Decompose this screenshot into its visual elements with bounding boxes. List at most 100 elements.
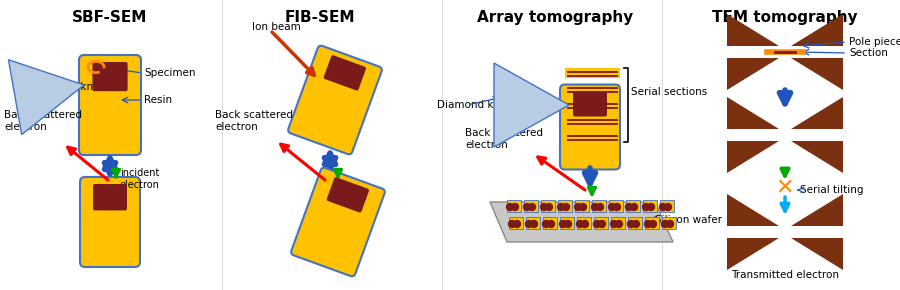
Circle shape bbox=[650, 220, 656, 227]
Polygon shape bbox=[727, 58, 779, 90]
FancyBboxPatch shape bbox=[324, 55, 366, 90]
Circle shape bbox=[597, 204, 604, 211]
Text: Back scattered
electron: Back scattered electron bbox=[4, 110, 82, 132]
FancyBboxPatch shape bbox=[541, 200, 555, 212]
Circle shape bbox=[528, 204, 536, 211]
Circle shape bbox=[514, 220, 520, 227]
Circle shape bbox=[577, 220, 583, 227]
Circle shape bbox=[591, 204, 599, 211]
Polygon shape bbox=[8, 60, 84, 135]
Polygon shape bbox=[791, 238, 843, 270]
Polygon shape bbox=[727, 141, 779, 173]
Polygon shape bbox=[727, 14, 779, 46]
FancyBboxPatch shape bbox=[93, 62, 128, 91]
FancyBboxPatch shape bbox=[611, 217, 625, 229]
Circle shape bbox=[560, 220, 566, 227]
Circle shape bbox=[547, 220, 554, 227]
FancyBboxPatch shape bbox=[565, 68, 620, 78]
Text: Ion beam: Ion beam bbox=[252, 22, 301, 32]
Text: Silicon wafer: Silicon wafer bbox=[655, 215, 722, 225]
Text: Section: Section bbox=[849, 48, 888, 58]
Text: Diamond knife: Diamond knife bbox=[437, 100, 513, 110]
Text: Pole piece: Pole piece bbox=[849, 37, 900, 47]
Circle shape bbox=[660, 204, 667, 211]
Polygon shape bbox=[494, 63, 569, 147]
Circle shape bbox=[647, 204, 654, 211]
Text: Resin: Resin bbox=[144, 95, 172, 105]
FancyBboxPatch shape bbox=[575, 200, 589, 212]
Text: Array tomography: Array tomography bbox=[477, 10, 633, 25]
FancyBboxPatch shape bbox=[93, 184, 127, 211]
Circle shape bbox=[667, 220, 673, 227]
FancyBboxPatch shape bbox=[524, 200, 538, 212]
Circle shape bbox=[508, 220, 516, 227]
Circle shape bbox=[644, 220, 652, 227]
FancyBboxPatch shape bbox=[573, 92, 607, 117]
Circle shape bbox=[545, 204, 553, 211]
FancyBboxPatch shape bbox=[560, 217, 574, 229]
FancyBboxPatch shape bbox=[291, 168, 385, 276]
FancyBboxPatch shape bbox=[565, 116, 620, 126]
FancyBboxPatch shape bbox=[560, 84, 620, 169]
FancyBboxPatch shape bbox=[594, 217, 608, 229]
FancyBboxPatch shape bbox=[662, 217, 676, 229]
FancyBboxPatch shape bbox=[660, 200, 674, 212]
Circle shape bbox=[610, 220, 617, 227]
Text: SBF-SEM: SBF-SEM bbox=[72, 10, 148, 25]
Polygon shape bbox=[791, 141, 843, 173]
Text: Back scattered
electron: Back scattered electron bbox=[465, 128, 543, 150]
FancyBboxPatch shape bbox=[645, 217, 659, 229]
Circle shape bbox=[507, 204, 514, 211]
Circle shape bbox=[626, 204, 633, 211]
Circle shape bbox=[593, 220, 600, 227]
Circle shape bbox=[608, 204, 616, 211]
FancyBboxPatch shape bbox=[565, 132, 620, 142]
Circle shape bbox=[543, 220, 550, 227]
Circle shape bbox=[643, 204, 650, 211]
Circle shape bbox=[564, 220, 572, 227]
FancyBboxPatch shape bbox=[543, 217, 557, 229]
Circle shape bbox=[598, 220, 606, 227]
FancyBboxPatch shape bbox=[565, 84, 620, 94]
Circle shape bbox=[530, 220, 537, 227]
Circle shape bbox=[631, 204, 637, 211]
Text: FIB-SEM: FIB-SEM bbox=[284, 10, 356, 25]
Circle shape bbox=[633, 220, 640, 227]
FancyBboxPatch shape bbox=[643, 200, 657, 212]
Circle shape bbox=[664, 204, 671, 211]
Text: Serial tilting: Serial tilting bbox=[800, 185, 863, 195]
Circle shape bbox=[662, 220, 669, 227]
Polygon shape bbox=[791, 14, 843, 46]
Text: Specimen: Specimen bbox=[144, 68, 195, 78]
FancyBboxPatch shape bbox=[577, 217, 591, 229]
Text: incident
electron: incident electron bbox=[120, 168, 160, 190]
Text: ✕: ✕ bbox=[776, 178, 795, 198]
Polygon shape bbox=[727, 97, 779, 129]
Circle shape bbox=[526, 220, 533, 227]
Polygon shape bbox=[727, 194, 779, 226]
FancyBboxPatch shape bbox=[628, 217, 642, 229]
Circle shape bbox=[627, 220, 634, 227]
Text: Diamond knife: Diamond knife bbox=[30, 82, 106, 92]
Circle shape bbox=[524, 204, 530, 211]
Text: Back scattered
electron: Back scattered electron bbox=[215, 110, 293, 132]
Polygon shape bbox=[791, 194, 843, 226]
FancyBboxPatch shape bbox=[558, 200, 572, 212]
Circle shape bbox=[562, 204, 570, 211]
Text: Serial sections: Serial sections bbox=[631, 87, 707, 97]
Polygon shape bbox=[791, 97, 843, 129]
Circle shape bbox=[580, 204, 587, 211]
FancyBboxPatch shape bbox=[592, 200, 606, 212]
FancyBboxPatch shape bbox=[626, 200, 640, 212]
Circle shape bbox=[557, 204, 564, 211]
FancyBboxPatch shape bbox=[507, 200, 521, 212]
Circle shape bbox=[511, 204, 518, 211]
Circle shape bbox=[614, 204, 620, 211]
FancyBboxPatch shape bbox=[509, 217, 523, 229]
Polygon shape bbox=[490, 202, 673, 242]
Text: Transmitted electron: Transmitted electron bbox=[731, 270, 839, 280]
Polygon shape bbox=[791, 58, 843, 90]
FancyBboxPatch shape bbox=[80, 177, 140, 267]
FancyBboxPatch shape bbox=[565, 100, 620, 110]
Circle shape bbox=[541, 204, 547, 211]
